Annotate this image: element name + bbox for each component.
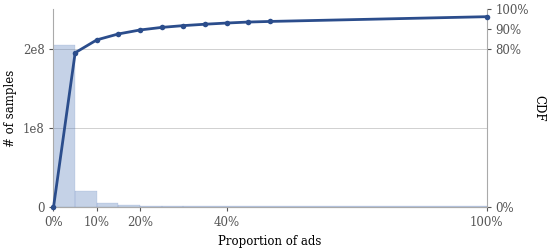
Y-axis label: CDF: CDF bbox=[533, 95, 546, 121]
Bar bbox=[97, 203, 118, 207]
Bar bbox=[162, 206, 184, 207]
Bar bbox=[118, 205, 140, 207]
Y-axis label: # of samples: # of samples bbox=[4, 70, 17, 147]
Bar bbox=[140, 206, 162, 207]
Bar bbox=[75, 192, 97, 207]
Bar bbox=[184, 206, 487, 207]
X-axis label: Proportion of ads: Proportion of ads bbox=[218, 235, 322, 248]
Bar bbox=[53, 45, 75, 207]
